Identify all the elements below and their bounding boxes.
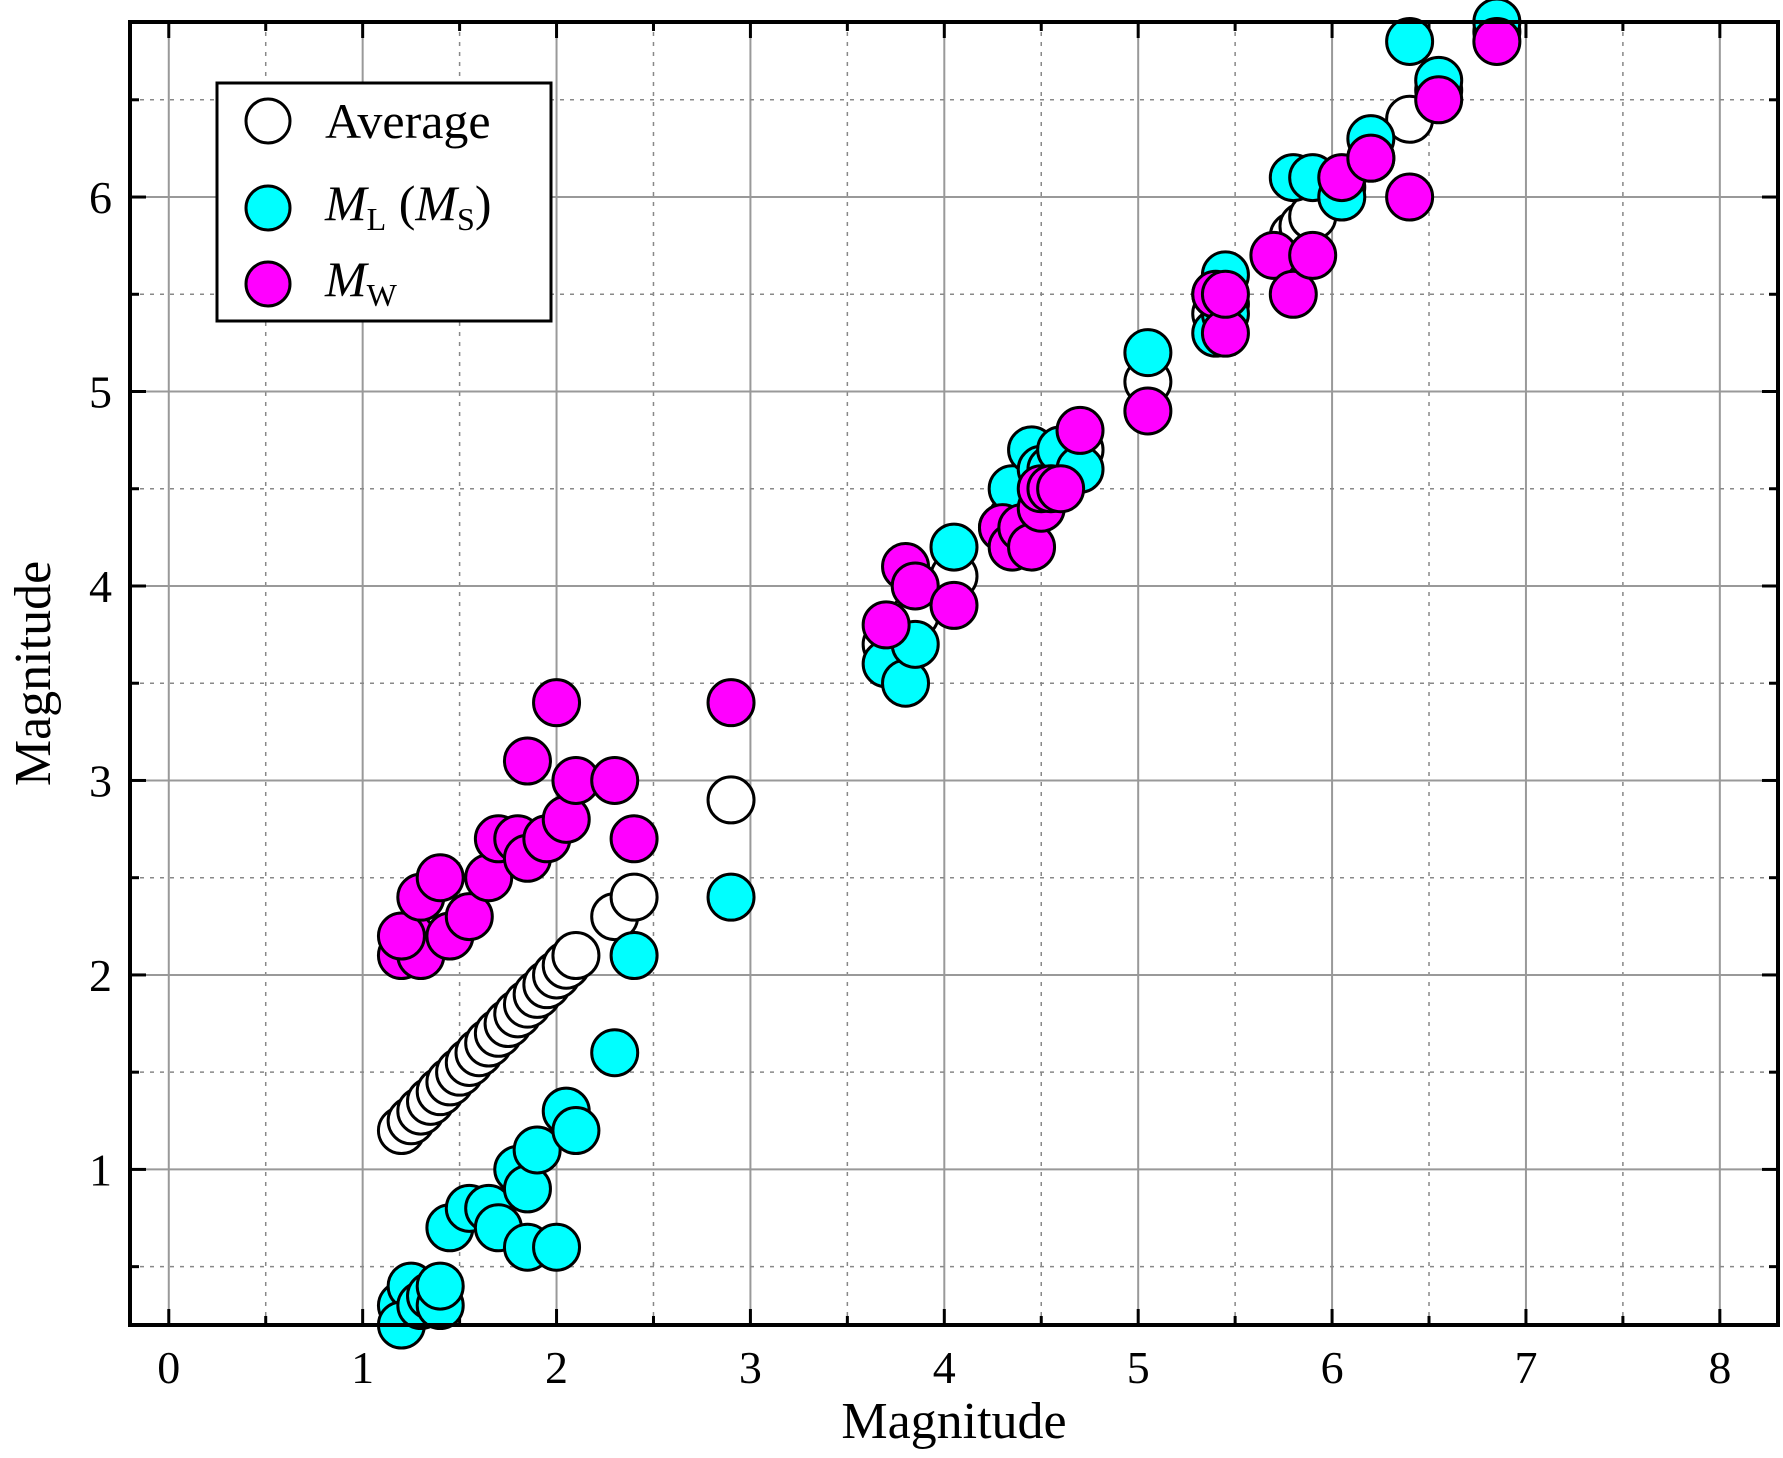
y-tick-label: 3 — [89, 755, 112, 806]
point-mw — [929, 580, 979, 630]
y-tick-label: 4 — [89, 561, 112, 612]
point-mw — [590, 755, 640, 805]
point-mw — [415, 853, 465, 903]
legend-label-mw: MW — [324, 251, 398, 313]
legend-label-ml: ML (MS) — [324, 175, 491, 237]
x-tick-label: 8 — [1708, 1342, 1731, 1393]
x-tick-label: 0 — [157, 1342, 180, 1393]
legend-ml-paren-close: ) — [475, 175, 492, 231]
x-tick-label: 4 — [933, 1342, 956, 1393]
legend-ms-main: M — [414, 175, 459, 231]
x-tick-label: 3 — [739, 1342, 762, 1393]
legend-ml-main: M — [324, 175, 369, 231]
point-mw — [444, 892, 494, 942]
legend-ml-paren-open: ( — [386, 175, 415, 231]
legend-ms-sub: S — [457, 201, 475, 237]
tick-labels: 0 1 2 3 4 5 6 7 8 1 2 3 4 5 6 — [89, 172, 1731, 1393]
point-ml — [929, 522, 979, 572]
point-mw — [1200, 269, 1250, 319]
series-mw — [376, 16, 1522, 980]
point-mw — [861, 600, 911, 650]
point-ml — [706, 872, 756, 922]
point-mw — [706, 678, 756, 728]
point-mw — [376, 911, 426, 961]
legend-mw-main: M — [324, 251, 369, 307]
legend: Average ML (MS) MW — [215, 81, 553, 323]
point-mw — [1288, 230, 1338, 280]
point-mw — [502, 736, 552, 786]
y-tick-label: 2 — [89, 950, 112, 1001]
y-tick-label: 5 — [89, 367, 112, 418]
point-mw — [1036, 464, 1086, 514]
point-mw — [1268, 269, 1318, 319]
y-tick-label: 1 — [89, 1144, 112, 1195]
point-ml — [1123, 328, 1173, 378]
point-ml — [415, 1261, 465, 1311]
legend-marker-mw — [244, 260, 292, 308]
point-mw — [1414, 75, 1464, 125]
x-tick-label: 2 — [545, 1342, 568, 1393]
y-tick-label: 6 — [89, 172, 112, 223]
point-average — [551, 930, 601, 980]
x-axis-label: Magnitude — [841, 1393, 1066, 1450]
data-points — [376, 0, 1522, 1350]
point-ml — [590, 1028, 640, 1078]
point-ml — [512, 1125, 562, 1175]
point-average — [609, 872, 659, 922]
point-mw — [1346, 133, 1396, 183]
point-mw — [890, 561, 940, 611]
legend-marker-ml — [244, 184, 292, 232]
legend-marker-average — [244, 97, 292, 145]
point-ml — [532, 1222, 582, 1272]
point-mw — [1123, 386, 1173, 436]
plot-frame — [128, 20, 1780, 1327]
x-tick-label: 1 — [351, 1342, 374, 1393]
point-mw — [1472, 16, 1522, 66]
legend-mw-sub: W — [367, 277, 398, 313]
grid — [130, 22, 1778, 1325]
point-mw — [1055, 405, 1105, 455]
point-ml — [551, 1106, 601, 1156]
x-tick-label: 6 — [1321, 1342, 1344, 1393]
point-ml — [609, 930, 659, 980]
point-mw — [532, 678, 582, 728]
legend-label-average: Average — [325, 93, 491, 149]
series-ml — [376, 0, 1522, 1350]
point-average — [706, 775, 756, 825]
y-axis-label: Magnitude — [5, 561, 62, 786]
point-mw — [609, 814, 659, 864]
x-tick-label: 5 — [1127, 1342, 1150, 1393]
point-ml — [1385, 16, 1435, 66]
x-tick-label: 7 — [1514, 1342, 1537, 1393]
legend-ml-sub: L — [367, 201, 387, 237]
point-mw — [1385, 172, 1435, 222]
